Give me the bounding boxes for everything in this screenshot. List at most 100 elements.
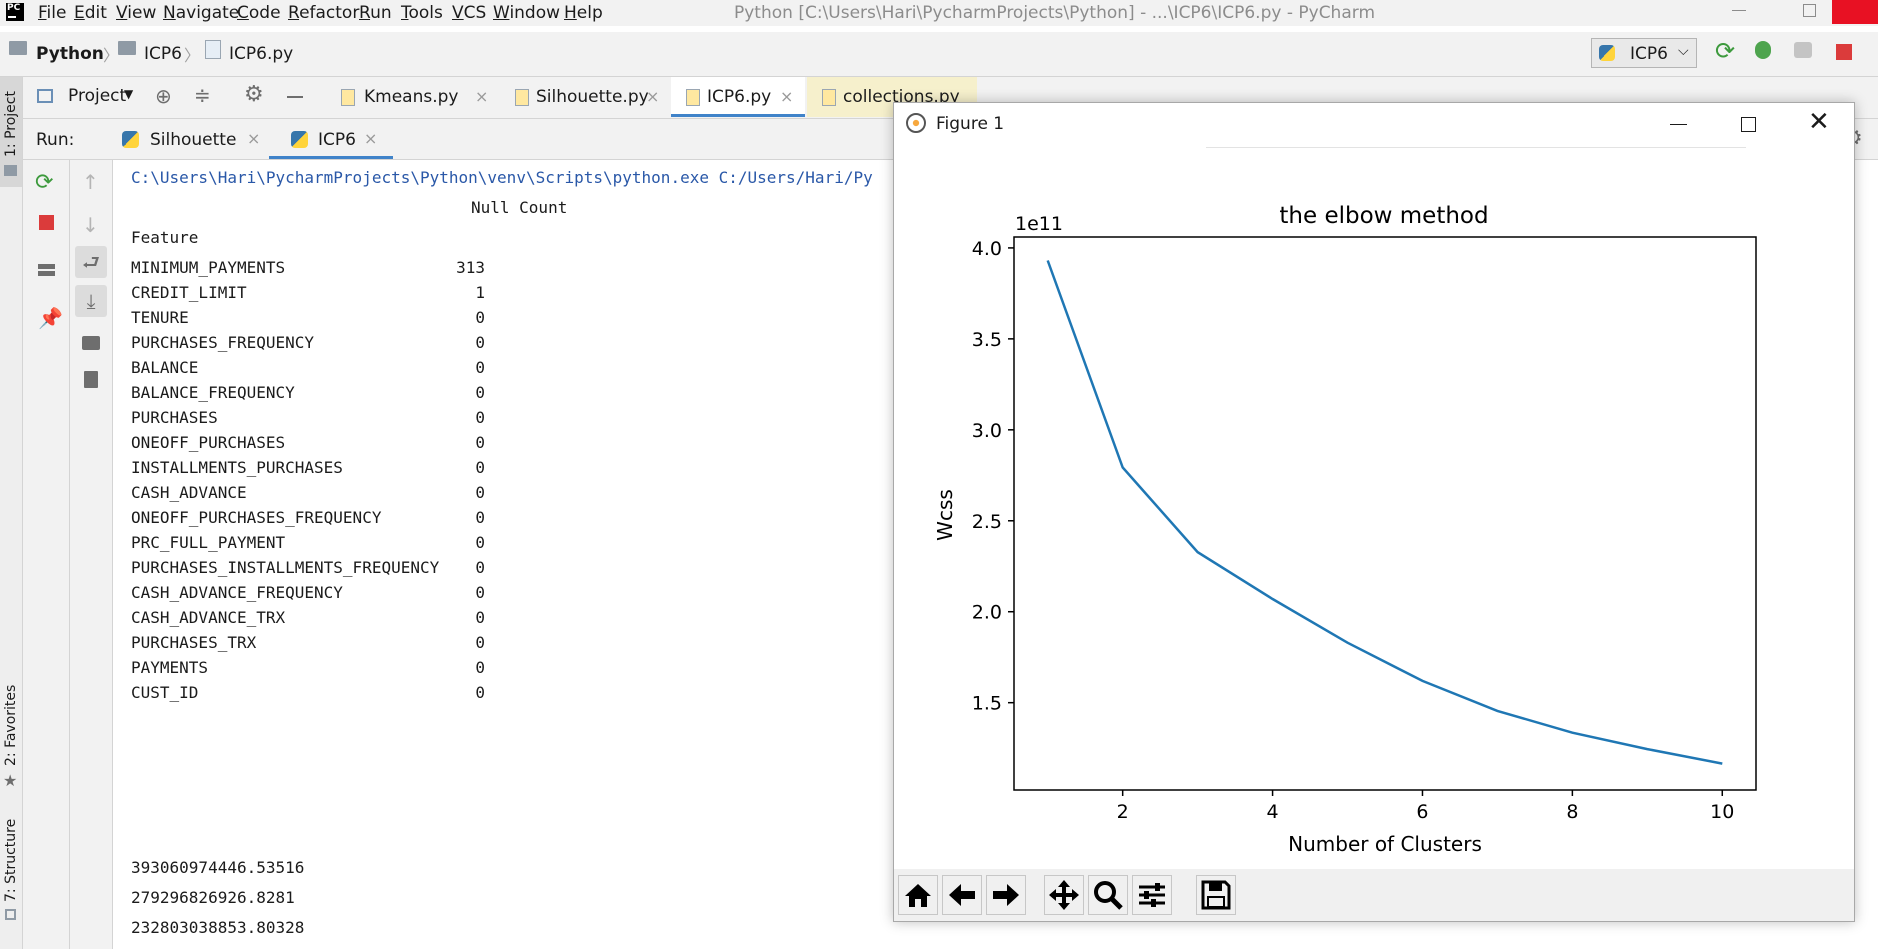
restore-icon[interactable] bbox=[1803, 4, 1816, 17]
up-arrow-icon[interactable]: ↑ bbox=[82, 170, 99, 194]
menu-edit[interactable]: Edit bbox=[74, 3, 107, 23]
project-tool-label[interactable]: 1: Project bbox=[3, 91, 19, 157]
row-null-count: 0 bbox=[475, 383, 485, 402]
back-arrow-icon[interactable] bbox=[942, 875, 982, 915]
folder-icon bbox=[118, 41, 136, 55]
trash-icon[interactable] bbox=[84, 371, 98, 388]
y-tick-label: 1.5 bbox=[972, 693, 1002, 715]
scroll-to-end-icon[interactable]: ⤓ bbox=[75, 285, 107, 317]
x-tick-label: 10 bbox=[1710, 801, 1734, 823]
run-configuration-select[interactable]: ICP6 ⌵ bbox=[1591, 38, 1697, 68]
row-feature-name: TENURE bbox=[131, 308, 189, 327]
close-tab-icon[interactable]: × bbox=[646, 87, 660, 106]
run-toolbar-secondary: ↑ ↓ ⮐ ⤓ bbox=[70, 160, 113, 949]
breadcrumb-separator-icon: 〉 bbox=[103, 46, 120, 65]
tab-label: Silhouette.py bbox=[536, 87, 649, 107]
stop-icon[interactable] bbox=[1836, 44, 1852, 60]
structure-tool-label[interactable]: 7: Structure bbox=[3, 818, 19, 902]
window-title: Python [C:\Users\Hari\PycharmProjects\Py… bbox=[734, 3, 1376, 23]
figure-toolbar bbox=[894, 869, 1854, 921]
figure-title: Figure 1 bbox=[936, 114, 1005, 134]
hide-icon[interactable] bbox=[287, 96, 303, 98]
project-view-icon bbox=[37, 89, 53, 103]
x-tick-label: 6 bbox=[1416, 801, 1428, 823]
menu-tools[interactable]: Tools bbox=[401, 3, 443, 23]
collapse-all-icon[interactable]: ≑ bbox=[194, 83, 211, 107]
python-file-icon bbox=[205, 40, 221, 59]
breadcrumb-file[interactable]: ICP6.py bbox=[229, 44, 294, 64]
row-feature-name: PURCHASES_FREQUENCY bbox=[131, 333, 315, 352]
breadcrumb-separator-icon: 〉 bbox=[184, 46, 201, 65]
pan-icon[interactable] bbox=[1044, 875, 1084, 915]
close-tab-icon[interactable]: × bbox=[475, 87, 489, 106]
menu-refactor[interactable]: Refactor bbox=[288, 3, 360, 23]
close-tab-icon[interactable]: × bbox=[247, 129, 261, 148]
row-null-count: 0 bbox=[475, 408, 485, 427]
coverage-icon[interactable] bbox=[1794, 42, 1812, 58]
chevron-down-icon[interactable]: ▼ bbox=[124, 87, 134, 101]
menu-window[interactable]: Window bbox=[493, 3, 561, 23]
tool-window-strip: 1: Project 2: Favorites ★ 7: Structure bbox=[0, 77, 23, 949]
project-view-select[interactable]: Project bbox=[68, 86, 127, 106]
tab-icp6[interactable]: ICP6.py × bbox=[671, 77, 805, 117]
row-null-count: 0 bbox=[475, 658, 485, 677]
zoom-icon[interactable] bbox=[1088, 875, 1128, 915]
gear-icon[interactable]: ⚙ bbox=[244, 82, 264, 107]
debug-icon[interactable] bbox=[1755, 41, 1771, 59]
rerun-icon[interactable]: ⟳ bbox=[1715, 37, 1736, 65]
y-tick-label: 2.5 bbox=[972, 511, 1002, 533]
menu-navigate[interactable]: Navigate bbox=[163, 3, 240, 23]
home-icon[interactable] bbox=[898, 875, 938, 915]
favorites-tool-label[interactable]: 2: Favorites bbox=[3, 684, 19, 766]
menu-code[interactable]: Code bbox=[237, 3, 281, 23]
print-icon[interactable] bbox=[82, 336, 100, 350]
star-icon: ★ bbox=[3, 771, 18, 790]
menu-view[interactable]: View bbox=[116, 3, 157, 23]
close-window-button[interactable] bbox=[1832, 0, 1878, 24]
row-feature-name: BALANCE_FREQUENCY bbox=[131, 383, 295, 402]
run-tab-silhouette[interactable]: Silhouette × bbox=[95, 119, 265, 159]
row-null-count: 0 bbox=[475, 558, 485, 577]
tab-kmeans[interactable]: Kmeans.py × bbox=[330, 77, 496, 117]
row-feature-name: CASH_ADVANCE_FREQUENCY bbox=[131, 583, 343, 602]
tab-label: Kmeans.py bbox=[364, 87, 459, 107]
down-arrow-icon[interactable]: ↓ bbox=[82, 213, 99, 237]
soft-wrap-icon[interactable]: ⮐ bbox=[75, 246, 107, 278]
run-tab-icp6[interactable]: ICP6 × bbox=[269, 119, 393, 159]
row-null-count: 0 bbox=[475, 608, 485, 627]
row-feature-name: CASH_ADVANCE_TRX bbox=[131, 608, 286, 627]
menu-help[interactable]: Help bbox=[564, 3, 603, 23]
row-feature-name: PURCHASES_TRX bbox=[131, 633, 257, 652]
menu-run[interactable]: Run bbox=[359, 3, 392, 23]
breadcrumb-folder[interactable]: ICP6 bbox=[144, 44, 182, 64]
index-label: Feature bbox=[131, 228, 199, 247]
menu-file[interactable]: File bbox=[38, 3, 67, 23]
menu-bar: PC File Edit View Navigate Code Refactor… bbox=[0, 0, 1878, 26]
minimize-icon[interactable] bbox=[1732, 10, 1746, 11]
tab-silhouette[interactable]: Silhouette.py × bbox=[498, 77, 668, 117]
python-file-icon bbox=[686, 89, 700, 106]
stop-icon[interactable] bbox=[39, 215, 54, 230]
configure-icon[interactable] bbox=[1132, 875, 1172, 915]
pin-icon[interactable]: 📌 bbox=[38, 306, 63, 330]
close-tab-icon[interactable]: × bbox=[780, 87, 794, 106]
x-tick-label: 4 bbox=[1267, 801, 1279, 823]
x-tick-label: 8 bbox=[1566, 801, 1578, 823]
minimize-icon[interactable] bbox=[1670, 124, 1687, 125]
close-tab-icon[interactable]: × bbox=[364, 129, 378, 148]
maximize-icon[interactable] bbox=[1741, 117, 1756, 132]
row-feature-name: INSTALLMENTS_PURCHASES bbox=[131, 458, 343, 477]
breadcrumb-project[interactable]: Python bbox=[36, 44, 104, 64]
row-null-count: 0 bbox=[475, 458, 485, 477]
rerun-icon[interactable]: ⟳ bbox=[35, 170, 54, 195]
forward-arrow-icon[interactable] bbox=[986, 875, 1026, 915]
layout-icon[interactable] bbox=[38, 264, 55, 276]
structure-icon bbox=[5, 909, 16, 920]
project-tool-tab[interactable] bbox=[0, 77, 22, 187]
save-icon[interactable] bbox=[1196, 875, 1236, 915]
menu-vcs[interactable]: VCS bbox=[452, 3, 487, 23]
close-icon[interactable]: ✕ bbox=[1808, 107, 1830, 137]
locate-icon[interactable]: ⊕ bbox=[155, 84, 172, 108]
row-feature-name: PAYMENTS bbox=[131, 658, 209, 677]
y-tick-label: 2.0 bbox=[972, 602, 1002, 624]
